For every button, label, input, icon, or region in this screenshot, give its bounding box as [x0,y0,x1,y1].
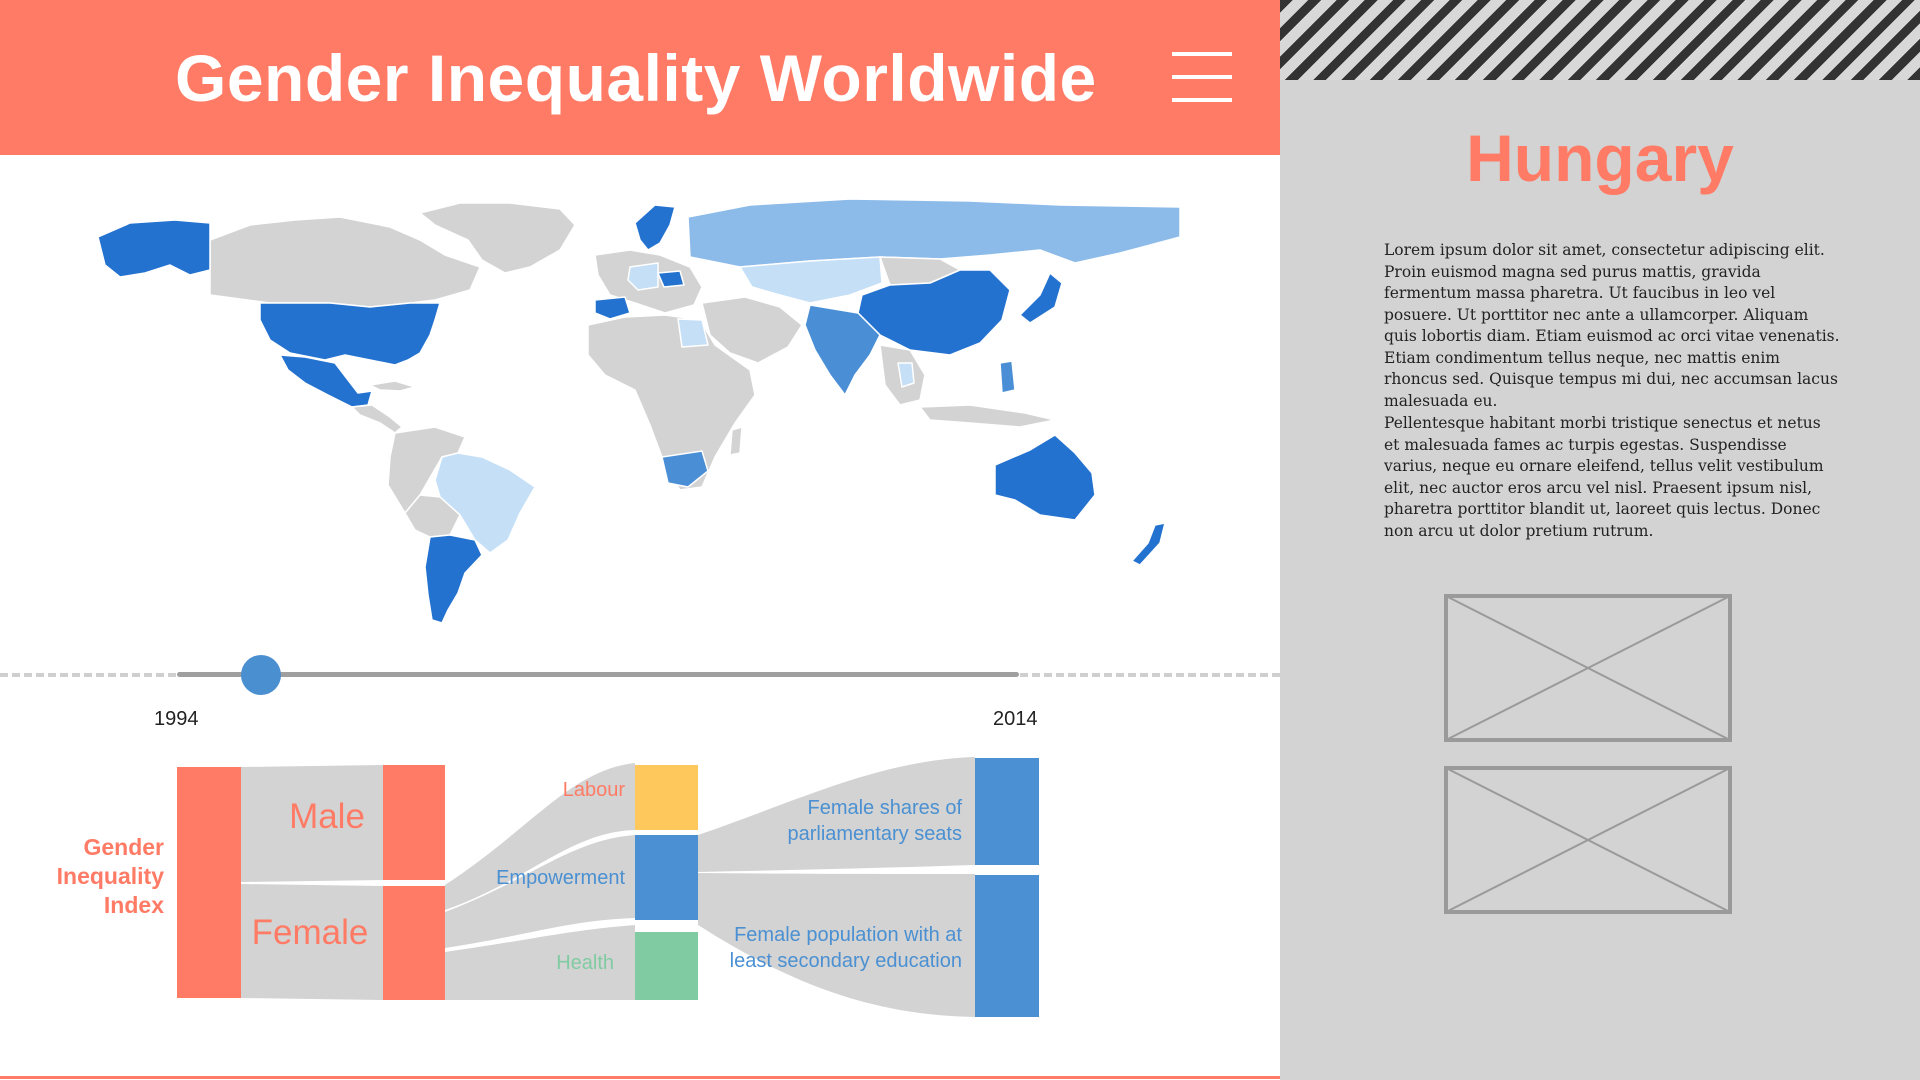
label-male: Male [289,797,365,836]
map-region-south-america-north[interactable] [387,426,466,514]
map-region-south-america-west[interactable] [404,494,461,538]
map-country-australia[interactable] [994,434,1096,521]
country-name: Hungary [1466,121,1734,195]
map-country-russia[interactable] [687,198,1180,268]
node-health[interactable] [635,932,698,1000]
map-country-greenland[interactable] [419,202,576,274]
label-empowerment: Empowerment [496,867,625,889]
bottom-accent-line [0,1076,1280,1079]
node-secondary-education[interactable] [975,875,1039,1017]
timeline-track[interactable] [177,672,1019,677]
map-country-madagascar[interactable] [729,426,743,456]
header-bar: Gender Inequality Worldwide [0,0,1280,155]
country-description-2: Pellentesque habitant morbi tristique se… [1384,414,1824,540]
page-title: Gender Inequality Worldwide [175,41,1097,115]
label-education-line2: least secondary education [730,950,962,972]
map-country-canada[interactable] [209,216,481,308]
flow-to-labour [445,763,635,910]
map-region-central-asia[interactable] [739,256,883,304]
hamburger-menu-icon[interactable] [1172,52,1232,102]
flow-index-female [241,884,383,1000]
node-female[interactable] [383,886,445,1000]
node-empowerment[interactable] [635,835,698,920]
map-country-sweden[interactable] [634,204,676,251]
map-country-alaska[interactable] [97,219,211,278]
image-placeholder-1 [1444,594,1732,742]
flow-to-education [698,873,975,1017]
striped-banner [1280,0,1920,80]
map-region-africa[interactable] [587,314,756,491]
map-country-egypt[interactable] [677,318,709,348]
map-region-eastern-europe[interactable] [627,262,659,291]
map-country-spain[interactable] [594,296,631,320]
label-female: Female [252,913,369,952]
flow-to-health [445,925,635,1000]
label-index-line3: Index [104,892,164,918]
map-country-mexico[interactable] [279,354,373,408]
map-country-usa[interactable] [259,302,441,366]
label-index-line2: Inequality [57,863,165,889]
map-region-central-america[interactable] [351,404,403,434]
map-region-caribbean[interactable] [369,380,416,392]
timeline-slider-handle[interactable] [241,655,282,695]
label-health: Health [556,952,614,974]
map-region-middle-east[interactable] [701,296,803,364]
label-parliament-line1: Female shares of [807,797,962,819]
flow-to-parliament [698,757,975,872]
country-description-1: Lorem ipsum dolor sit amet, consectetur … [1384,241,1840,410]
flow-to-empowerment [445,835,635,948]
map-country-philippines[interactable] [999,360,1016,394]
sankey-diagram: Gender Inequality Index Male Female Labo… [57,757,1039,1017]
map-country-thailand[interactable] [897,362,915,388]
map-country-argentina[interactable] [424,534,483,624]
label-index-line1: Gender [83,834,164,860]
map-country-new-zealand[interactable] [1131,522,1166,566]
label-labour: Labour [563,779,626,801]
node-male[interactable] [383,765,445,880]
map-country-south-africa[interactable] [661,450,709,488]
map-country-indonesia[interactable] [919,404,1056,428]
map-country-india[interactable] [804,304,881,396]
map-country-poland[interactable] [657,270,685,288]
flow-index-male [241,765,383,882]
node-gender-inequality-index[interactable] [177,767,241,998]
timeline-start-year: 1994 [154,708,199,730]
world-map [97,198,1180,624]
image-placeholder-2 [1444,766,1732,914]
node-labour[interactable] [635,765,698,830]
country-detail-panel: Hungary Lorem ipsum dolor sit amet, cons… [1280,0,1920,1080]
map-country-japan[interactable] [1019,272,1063,324]
label-education-line1: Female population with at [734,924,962,946]
timeline-end-year: 2014 [993,708,1038,730]
label-parliament-line2: parliamentary seats [787,823,962,845]
node-parliamentary-seats[interactable] [975,758,1039,865]
